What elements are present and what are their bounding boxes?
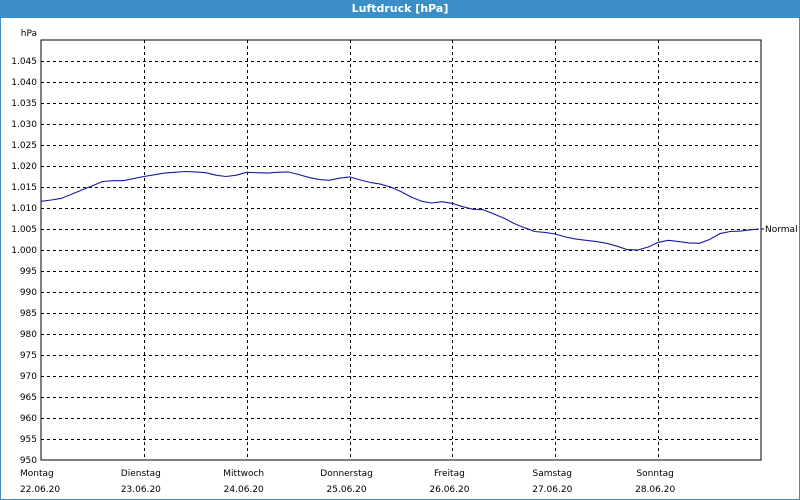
x-tick-date-label: 23.06.20 bbox=[121, 485, 161, 495]
x-tick-day-label: Donnerstag bbox=[320, 469, 373, 479]
x-tick-date-label: 28.06.20 bbox=[635, 485, 675, 495]
x-tick-date-label: 26.06.20 bbox=[429, 485, 469, 495]
y-tick-label: 960 bbox=[20, 414, 37, 424]
y-axis-label: hPa bbox=[21, 29, 37, 39]
y-tick-label: 985 bbox=[20, 309, 37, 319]
y-tick-label: 1.030 bbox=[11, 120, 37, 130]
y-tick-label: 970 bbox=[20, 372, 37, 382]
x-tick-day-label: Freitag bbox=[434, 469, 465, 479]
x-tick-day-label: Mittwoch bbox=[223, 469, 264, 479]
y-tick-label: 990 bbox=[20, 288, 37, 298]
y-tick-label: 1.010 bbox=[11, 204, 37, 214]
y-tick-label: 1.035 bbox=[11, 99, 37, 109]
y-tick-label: 950 bbox=[20, 456, 37, 466]
y-tick-label: 955 bbox=[20, 435, 37, 445]
normal-annotation: Normal bbox=[765, 225, 798, 235]
y-tick-label: 975 bbox=[20, 351, 37, 361]
y-tick-label: 1.020 bbox=[11, 162, 37, 172]
x-tick-day-label: Montag bbox=[20, 469, 54, 479]
x-tick-day-label: Dienstag bbox=[121, 469, 161, 479]
x-tick-day-label: Samstag bbox=[533, 469, 572, 479]
y-tick-label: 1.025 bbox=[11, 141, 37, 151]
y-tick-label: 1.000 bbox=[11, 246, 37, 256]
y-tick-label: 965 bbox=[20, 393, 37, 403]
y-tick-label: 995 bbox=[20, 267, 37, 277]
pressure-series-line bbox=[40, 170, 759, 251]
y-tick-label: 1.005 bbox=[11, 225, 37, 235]
x-tick-date-label: 27.06.20 bbox=[532, 485, 572, 495]
y-tick-label: 1.015 bbox=[11, 183, 37, 193]
y-tick-label: 1.040 bbox=[11, 78, 37, 88]
y-tick-label: 980 bbox=[20, 330, 37, 340]
chart-title-bar: Luftdruck [hPa] bbox=[0, 0, 800, 17]
y-tick-label: 1.045 bbox=[11, 57, 37, 67]
x-tick-date-label: 24.06.20 bbox=[224, 485, 264, 495]
x-tick-date-label: 25.06.20 bbox=[327, 485, 367, 495]
x-tick-date-label: 22.06.20 bbox=[20, 485, 60, 495]
x-tick-day-label: Sonntag bbox=[636, 469, 673, 479]
